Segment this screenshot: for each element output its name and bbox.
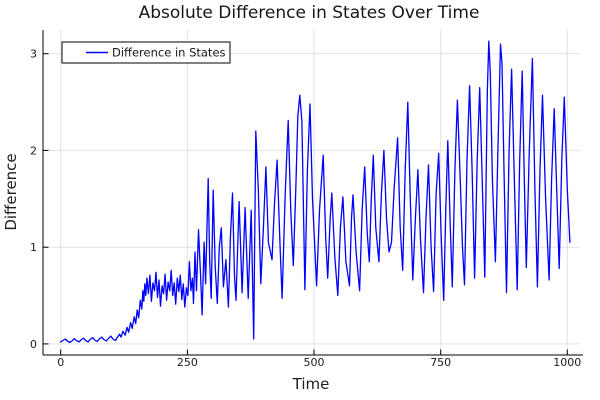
plot-title: Absolute Difference in States Over Time [139, 3, 480, 23]
y-tick-label: 1 [30, 241, 37, 254]
x-axis-label: Time [292, 375, 330, 393]
y-axis-label: Difference [2, 153, 20, 230]
y-tick-label: 0 [30, 338, 37, 351]
series-line-difference-in-states [60, 40, 571, 344]
axis-tick-labels: 0 250 500 750 1000 0 1 2 3 [30, 48, 581, 369]
legend: Difference in States [61, 41, 231, 64]
x-tick-label: 250 [177, 356, 198, 369]
legend-label: Difference in States [112, 46, 226, 60]
x-tick-label: 500 [304, 356, 325, 369]
legend-box [61, 41, 231, 64]
y-tick-label: 2 [30, 144, 37, 157]
y-tick-label: 3 [30, 48, 37, 61]
x-tick-label: 1000 [553, 356, 581, 369]
x-tick-label: 0 [57, 356, 64, 369]
x-tick-label: 750 [430, 356, 451, 369]
axis-ticks [43, 53, 568, 355]
